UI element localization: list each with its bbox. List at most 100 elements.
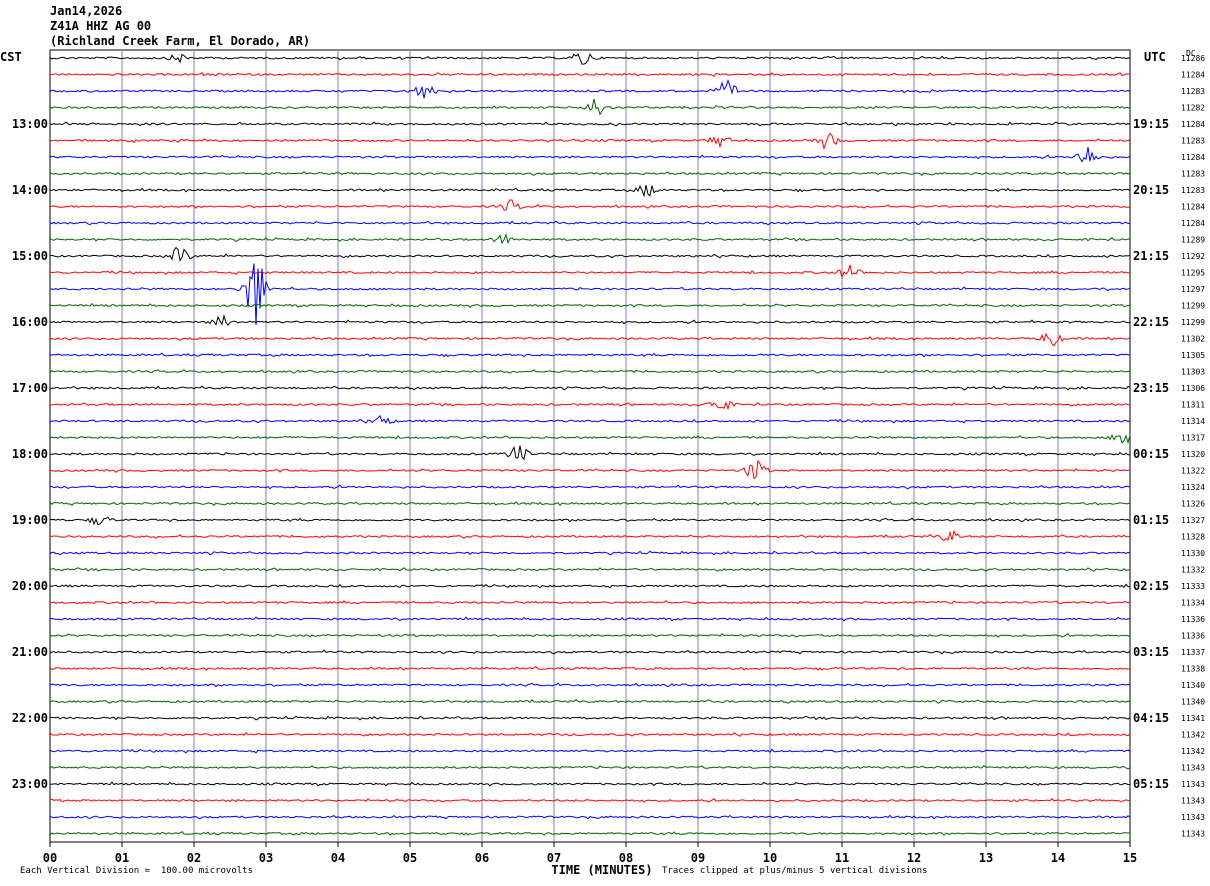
trace-line: [49, 170, 1131, 176]
x-tick-label: 09: [691, 851, 705, 865]
trace-line: [49, 147, 1131, 163]
dc-column-label: DC: [1186, 49, 1196, 58]
trace-line: [49, 764, 1131, 770]
dc-offset-label: 11336: [1181, 632, 1205, 641]
utc-hour-label: 00:15: [1133, 447, 1169, 461]
cst-axis-label: CST: [0, 50, 22, 64]
trace-line: [49, 583, 1131, 589]
dc-offset-label: 11343: [1181, 813, 1205, 822]
utc-hour-label: 05:15: [1133, 777, 1169, 791]
dc-offset-label: 11334: [1181, 599, 1205, 608]
trace-line: [49, 121, 1131, 127]
cst-hour-label: 15:00: [12, 249, 48, 263]
trace-line: [49, 715, 1131, 721]
x-tick-label: 14: [1051, 851, 1065, 865]
x-tick-label: 00: [43, 851, 57, 865]
utc-hour-label: 20:15: [1133, 183, 1169, 197]
trace-line: [49, 682, 1131, 688]
dc-offset-label: 11284: [1181, 71, 1205, 80]
chart-title: Jan14,2026: [50, 4, 123, 18]
dc-offset-label: 11282: [1181, 104, 1205, 113]
trace-line: [49, 814, 1131, 820]
utc-hour-label: 19:15: [1133, 117, 1169, 131]
x-tick-label: 13: [979, 851, 993, 865]
dc-offset-label: 11286: [1181, 54, 1205, 63]
trace-line: [49, 302, 1131, 308]
trace-line: [49, 184, 1131, 198]
dc-offset-label: 11284: [1181, 219, 1205, 228]
dc-offset-label: 11284: [1181, 203, 1205, 212]
x-tick-label: 10: [763, 851, 777, 865]
dc-offset-label: 11305: [1181, 351, 1205, 360]
station-location: (Richland Creek Farm, El Dorado, AR): [50, 34, 311, 48]
dc-offset-label: 11306: [1181, 384, 1205, 393]
utc-hour-label: 23:15: [1133, 381, 1169, 395]
dc-offset-label: 11317: [1181, 434, 1205, 443]
trace-line: [49, 199, 1131, 211]
utc-hour-label: 01:15: [1133, 513, 1169, 527]
trace-line: [49, 53, 1131, 65]
x-tick-label: 02: [187, 851, 201, 865]
trace-line: [49, 233, 1131, 245]
dc-offset-label: 11289: [1181, 236, 1205, 245]
x-tick-label: 15: [1123, 851, 1137, 865]
cst-hour-label: 23:00: [12, 777, 48, 791]
dc-offset-label: 11343: [1181, 780, 1205, 789]
trace-line: [49, 748, 1131, 754]
utc-hour-label: 03:15: [1133, 645, 1169, 659]
dc-offset-label: 11333: [1181, 582, 1205, 591]
x-tick-label: 04: [331, 851, 345, 865]
dc-offset-label: 11330: [1181, 549, 1205, 558]
dc-offset-label: 11341: [1181, 714, 1205, 723]
trace-line: [49, 332, 1131, 347]
dc-offset-label: 11322: [1181, 467, 1205, 476]
dc-offset-label: 11340: [1181, 681, 1205, 690]
dc-offset-label: 11337: [1181, 648, 1205, 657]
utc-hour-label: 21:15: [1133, 249, 1169, 263]
cst-hour-label: 22:00: [12, 711, 48, 725]
trace-line: [49, 731, 1131, 737]
x-tick-label: 06: [475, 851, 489, 865]
cst-hour-label: 17:00: [12, 381, 48, 395]
dc-offset-label: 11324: [1181, 483, 1205, 492]
cst-hour-label: 14:00: [12, 183, 48, 197]
dc-offset-label: 11342: [1181, 747, 1205, 756]
dc-offset-label: 11320: [1181, 450, 1205, 459]
dc-offset-label: 11297: [1181, 285, 1205, 294]
trace-line: [49, 352, 1131, 358]
cst-hour-label: 13:00: [12, 117, 48, 131]
trace-line: [49, 632, 1131, 638]
trace-line: [49, 132, 1131, 150]
dc-offset-label: 11326: [1181, 500, 1205, 509]
cst-hour-label: 21:00: [12, 645, 48, 659]
trace-line: [49, 550, 1131, 556]
cst-hour-label: 18:00: [12, 447, 48, 461]
trace-line: [49, 781, 1131, 787]
trace-line: [49, 72, 1131, 77]
trace-line: [49, 445, 1131, 461]
cst-hour-label: 19:00: [12, 513, 48, 527]
dc-offset-label: 11284: [1181, 120, 1205, 129]
dc-offset-label: 11303: [1181, 368, 1205, 377]
trace-line: [49, 414, 1131, 424]
dc-offset-label: 11327: [1181, 516, 1205, 525]
trace-line: [49, 666, 1131, 672]
trace-line: [49, 264, 1131, 279]
trace-line: [49, 501, 1131, 507]
dc-offset-label: 11338: [1181, 665, 1205, 674]
station-code: Z41A HHZ AG 00: [50, 19, 152, 33]
cst-hour-label: 20:00: [12, 579, 48, 593]
dc-offset-label: 11343: [1181, 764, 1205, 773]
trace-line: [49, 797, 1131, 803]
dc-offset-label: 11343: [1181, 830, 1205, 839]
trace-line: [49, 516, 1131, 526]
trace-line: [49, 529, 1131, 542]
trace-line: [49, 385, 1131, 391]
x-tick-label: 11: [835, 851, 849, 865]
scale-note: Each Vertical Division = 100.00 microvol…: [20, 866, 253, 876]
dc-offset-label: 11284: [1181, 153, 1205, 162]
dc-offset-label: 11302: [1181, 335, 1205, 344]
dc-offset-label: 11311: [1181, 401, 1205, 410]
x-tick-label: 01: [115, 851, 129, 865]
